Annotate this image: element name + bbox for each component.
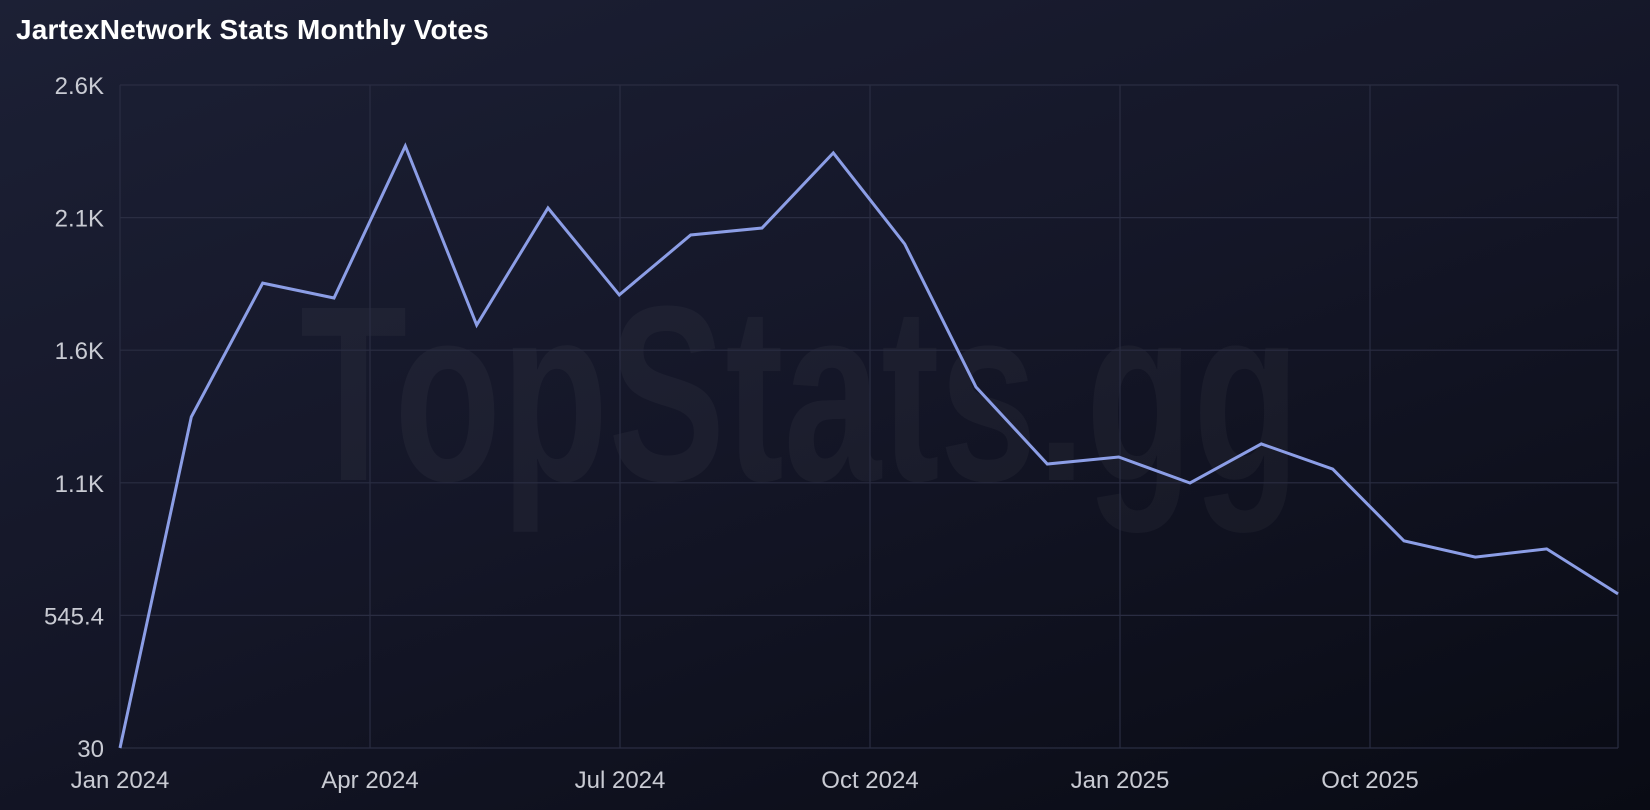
y-axis: 30 545.4 1.1K 1.6K 2.1K 2.6K [44,73,104,763]
y-tick-label: 1.1K [55,471,104,498]
x-tick-label: Jan 2025 [1071,767,1170,794]
series-line [118,142,1619,749]
watermark: TopStats.gg [300,254,1300,533]
chart-grid [119,84,1619,749]
x-tick-label: Oct 2025 [1321,767,1418,794]
x-tick-label: Oct 2024 [821,767,918,794]
y-tick-label: 2.1K [55,206,104,233]
y-tick-label: 30 [77,736,104,763]
watermark-text: TopStats.gg [300,254,1300,533]
y-tick-label: 2.6K [55,73,104,100]
y-tick-label: 1.6K [55,338,104,365]
y-tick-label: 545.4 [44,603,104,630]
chart-title: JartexNetwork Stats Monthly Votes [16,14,489,45]
x-axis: Jan 2024 Apr 2024 Jul 2024 Oct 2024 Jan 2025… [71,767,1419,794]
x-tick-label: Jul 2024 [575,767,666,794]
x-tick-label: Jan 2024 [71,767,170,794]
x-tick-label: Apr 2024 [321,767,418,794]
series-monthly-votes [118,142,1619,749]
